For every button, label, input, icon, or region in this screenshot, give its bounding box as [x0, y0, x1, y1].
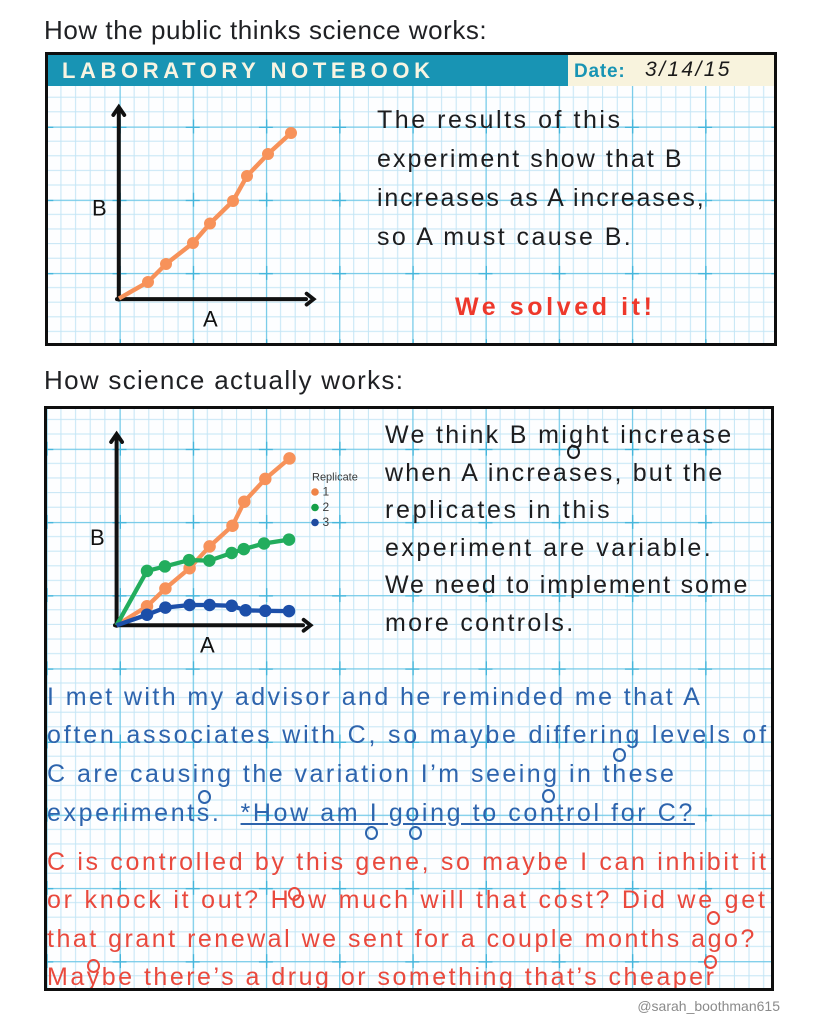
svg-text:B: B: [90, 525, 105, 550]
svg-text:A: A: [200, 633, 215, 658]
svg-text:Replicate: Replicate: [312, 472, 358, 484]
svg-text:B: B: [92, 196, 107, 221]
svg-text:3: 3: [323, 515, 330, 529]
svg-text:A: A: [203, 307, 218, 332]
svg-text:1: 1: [323, 484, 330, 498]
svg-text:2: 2: [323, 500, 330, 514]
